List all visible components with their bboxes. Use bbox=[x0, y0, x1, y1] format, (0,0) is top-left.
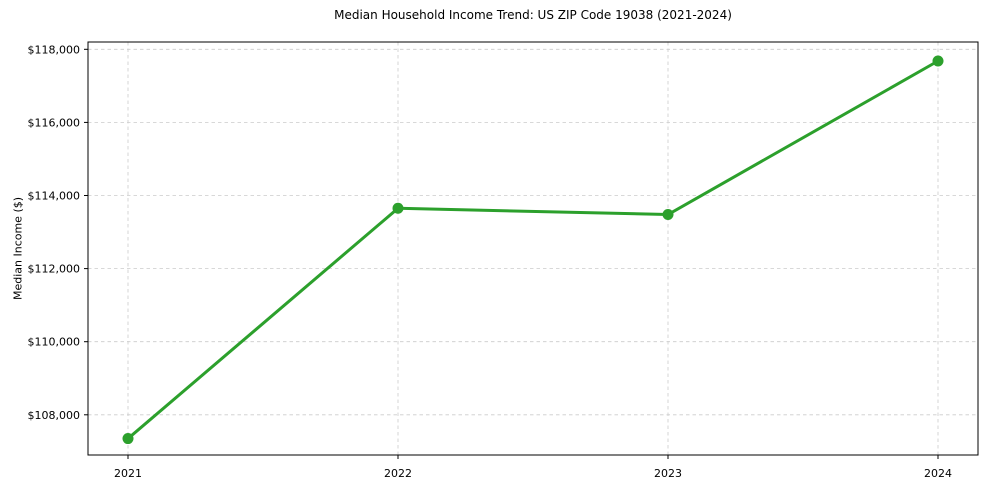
data-point-2021 bbox=[122, 433, 134, 445]
y-axis: $108,000 $110,000 $112,000 $114,000 $116,000… bbox=[28, 43, 88, 422]
trend-line bbox=[126, 59, 940, 441]
y-tick-label: $110,000 bbox=[28, 336, 81, 349]
data-point-2024 bbox=[932, 55, 944, 67]
x-tick-label: 2024 bbox=[924, 467, 952, 480]
x-tick-label: 2022 bbox=[384, 467, 412, 480]
x-tick-label: 2023 bbox=[654, 467, 682, 480]
data-point-2023 bbox=[662, 209, 674, 221]
plot-border bbox=[87, 41, 979, 456]
chart-title: Median Household Income Trend: US ZIP Co… bbox=[334, 8, 732, 22]
x-axis: 2021 2022 2023 2024 bbox=[114, 455, 952, 480]
y-tick-label: $116,000 bbox=[28, 116, 81, 129]
y-tick-label: $108,000 bbox=[28, 409, 81, 422]
data-points bbox=[122, 55, 944, 445]
y-tick-label: $112,000 bbox=[28, 263, 81, 276]
data-point-2022 bbox=[392, 202, 404, 214]
y-axis-title: Median Income ($) bbox=[11, 196, 25, 301]
y-tick-label: $114,000 bbox=[28, 190, 81, 203]
y-tick-label: $118,000 bbox=[28, 43, 81, 56]
gridlines bbox=[88, 42, 978, 455]
x-tick-label: 2021 bbox=[114, 467, 142, 480]
